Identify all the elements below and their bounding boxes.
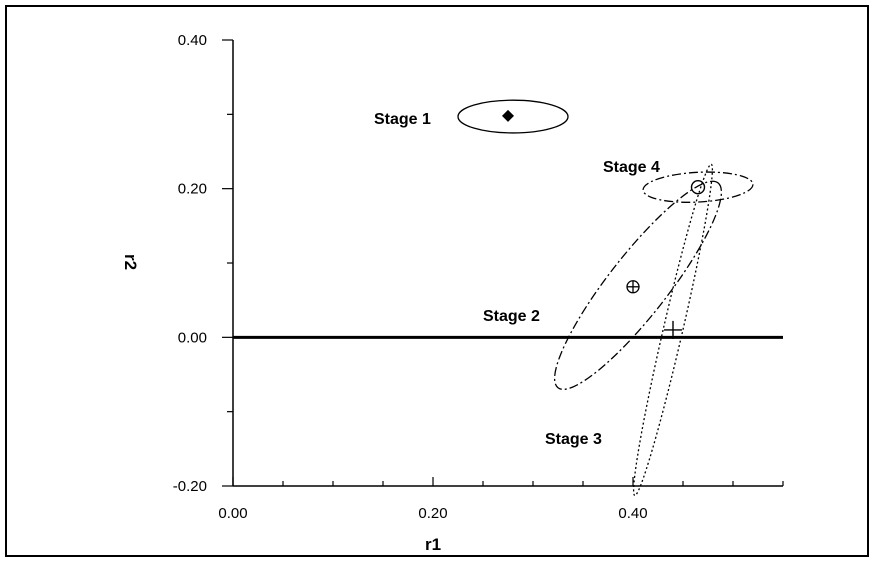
x-tick-label: 0.20: [418, 505, 447, 522]
axes: [232, 40, 783, 487]
y-tick-label: 0.00: [178, 329, 207, 346]
y-tick-label: 0.40: [178, 32, 207, 49]
x-axis-title: r1: [425, 535, 441, 554]
x-tick-label: 0.40: [618, 505, 647, 522]
chart-frame: [5, 5, 869, 557]
minor-ticks: [227, 113, 784, 486]
confidence-ellipse: [553, 180, 723, 391]
confidence-ellipse: [632, 163, 714, 497]
stage-labels: Stage 1 Stage 2 Stage 3 Stage 4: [374, 111, 660, 448]
stage-label: Stage 1: [374, 111, 431, 128]
x-tick-label: 0.00: [218, 505, 247, 522]
y-tick-label: -0.20: [173, 478, 207, 495]
stage-label: Stage 4: [603, 159, 660, 176]
diamond-marker: [502, 109, 514, 122]
stage-label: Stage 2: [483, 308, 540, 325]
confidence-ellipse: [457, 99, 569, 134]
open-circle-marker: [690, 179, 706, 195]
x-ticks: 0.00 0.20 0.40: [218, 477, 648, 522]
confidence-ellipses: [457, 99, 754, 497]
data-points: [502, 109, 706, 339]
y-tick-label: 0.20: [178, 181, 207, 198]
y-axis-title: r2: [121, 254, 140, 270]
stage-label: Stage 3: [545, 431, 602, 448]
y-ticks: 0.40 0.20 0.00 -0.20: [173, 32, 233, 495]
confidence-ellipse: [642, 171, 754, 203]
